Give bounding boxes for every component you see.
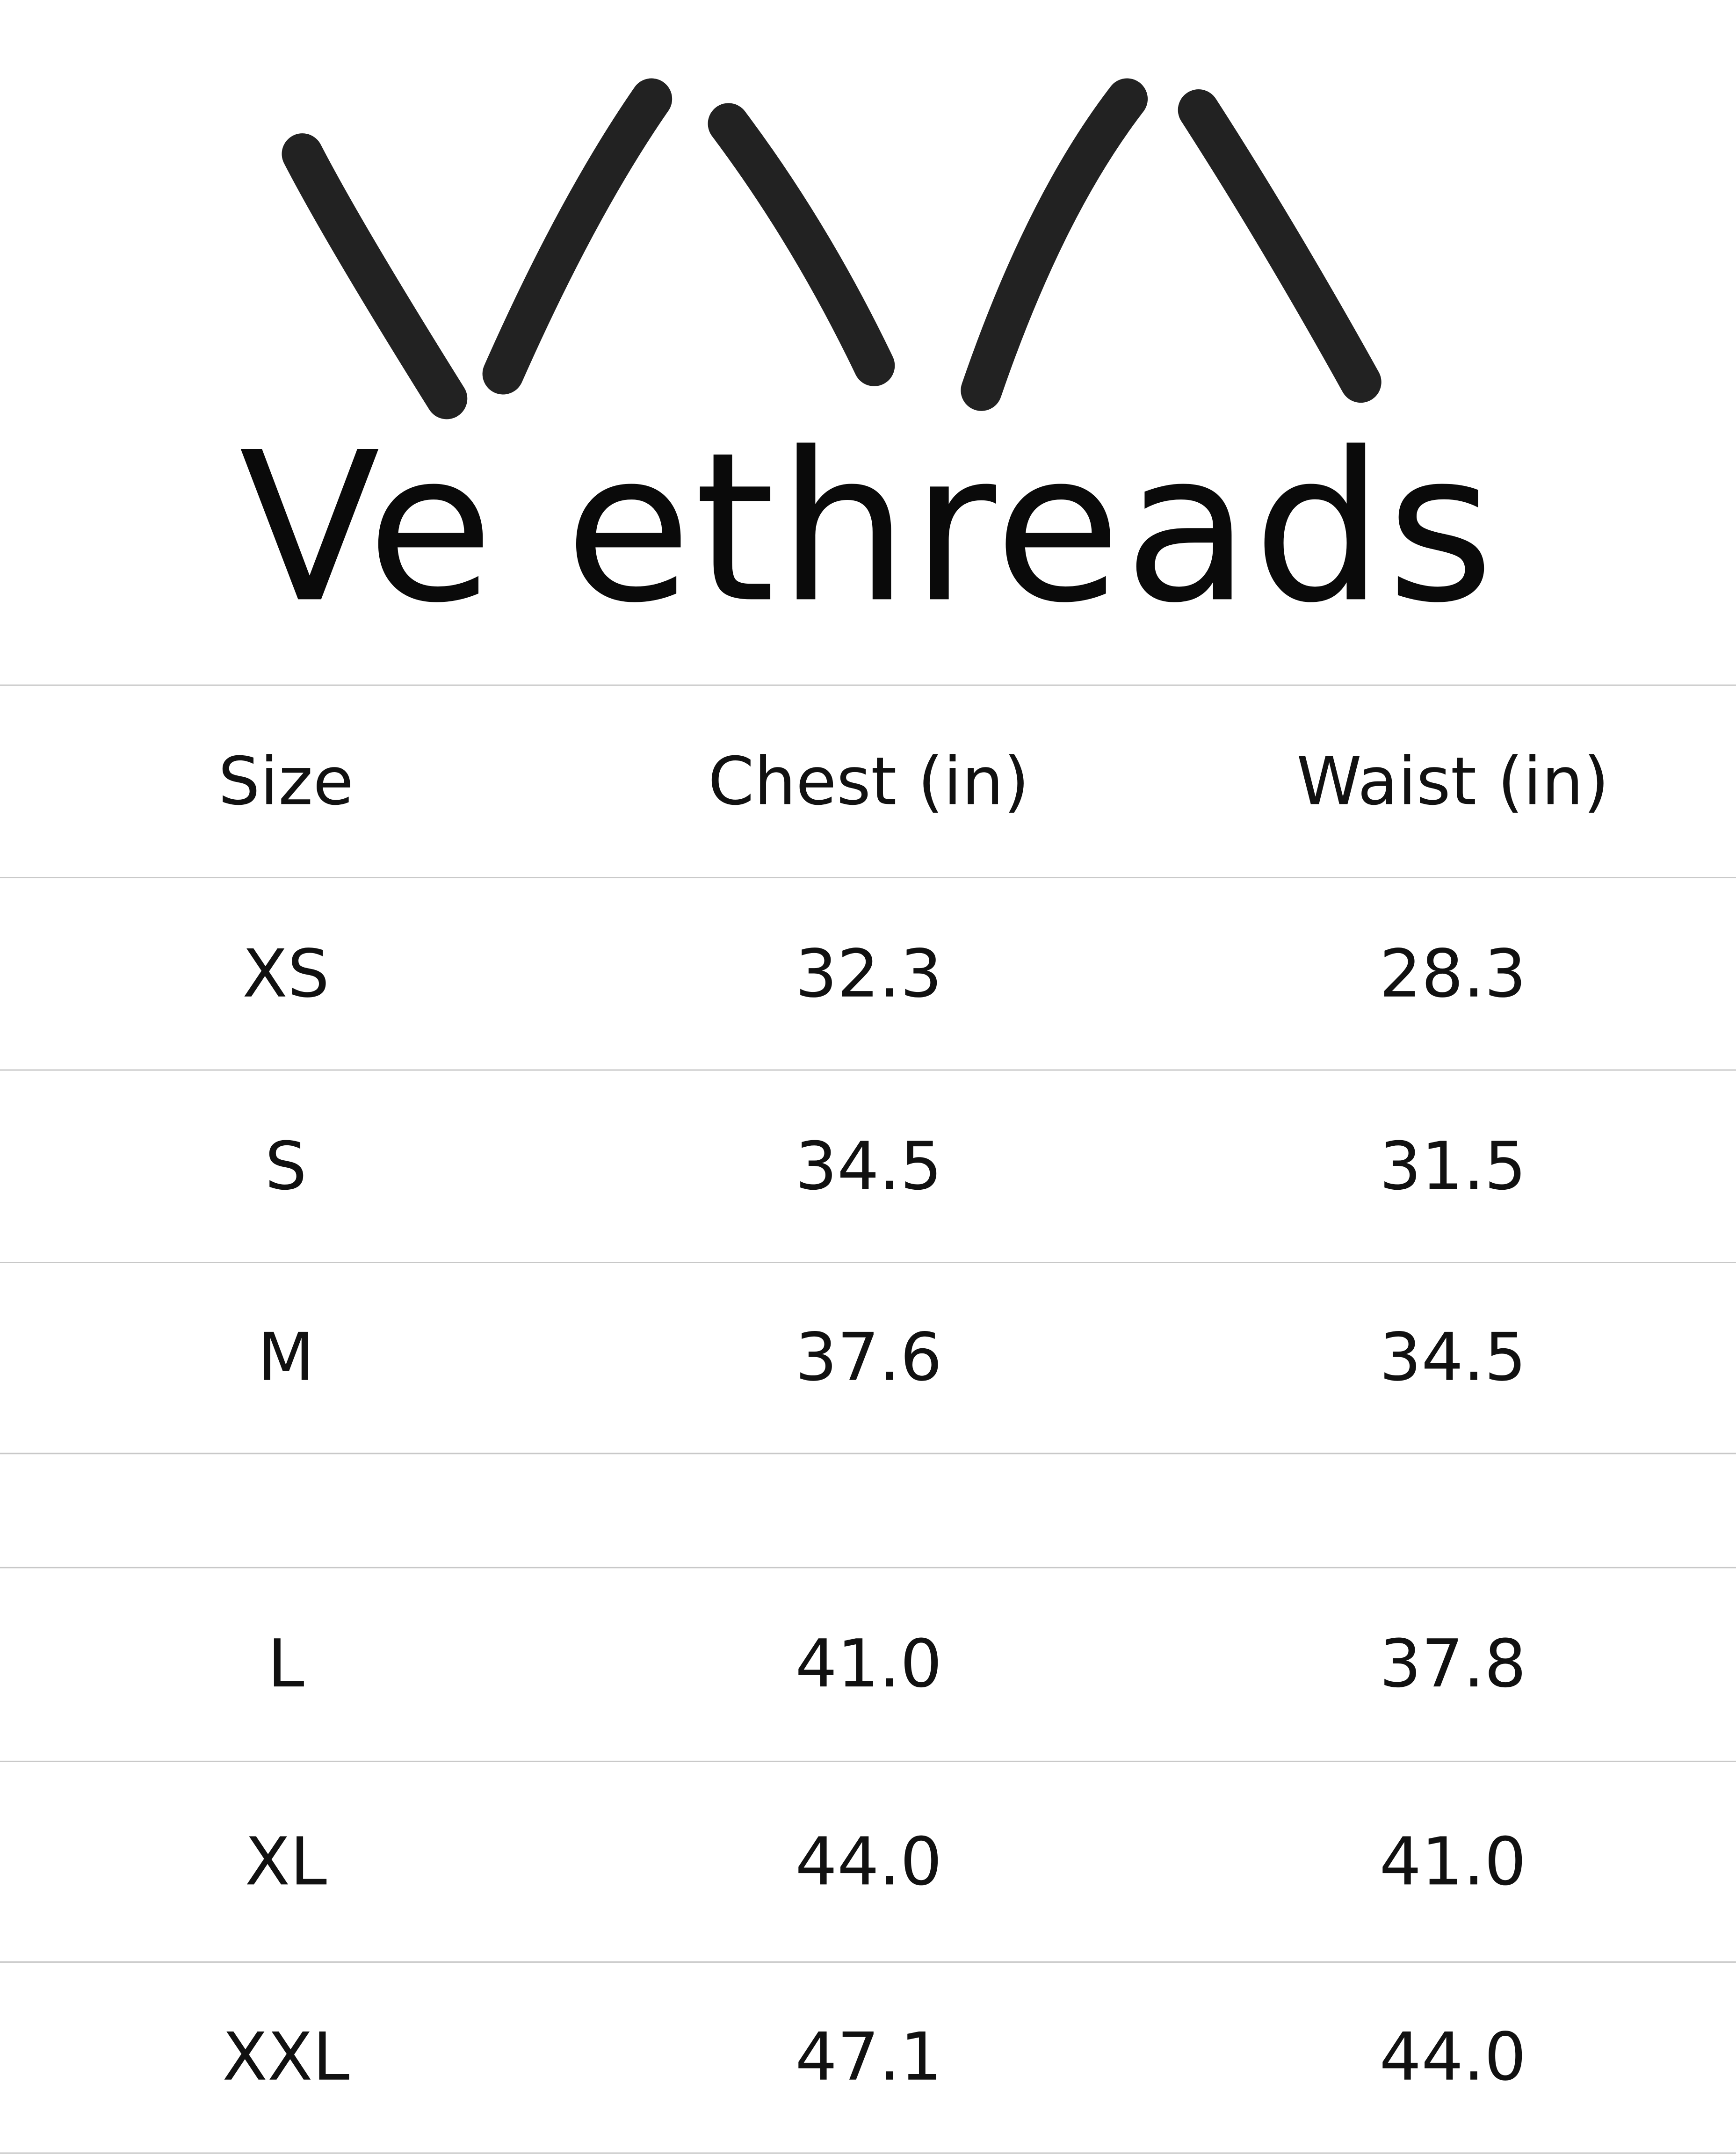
logo-stroke [961, 78, 1148, 411]
chest-cell: 44.0 [795, 1823, 942, 1901]
table-row-empty [0, 1453, 1736, 1567]
chest-cell: 34.5 [795, 1128, 942, 1205]
table-row: XS 32.3 28.3 [0, 877, 1736, 1069]
brand-logo-icon [282, 78, 1382, 419]
chest-cell: 32.3 [795, 935, 942, 1012]
waist-cell: 44.0 [1379, 2019, 1526, 2096]
header-waist: Waist (in) [1296, 743, 1609, 820]
size-cell: M [257, 1319, 315, 1397]
header-chest: Chest (in) [708, 743, 1029, 820]
logo-stroke [708, 103, 895, 386]
brand-name: Ve ethreads [239, 409, 1497, 649]
size-cell: XL [245, 1823, 327, 1901]
table-row: M 37.6 34.5 [0, 1262, 1736, 1453]
chest-cell: 47.1 [795, 2019, 942, 2096]
logo-stroke [282, 133, 468, 419]
table-row: XL 44.0 41.0 [0, 1760, 1736, 1961]
table-row: S 34.5 31.5 [0, 1069, 1736, 1262]
chest-cell: 41.0 [795, 1626, 942, 1703]
size-cell: S [265, 1128, 307, 1205]
waist-cell: 34.5 [1379, 1319, 1526, 1397]
waist-cell: 37.8 [1379, 1626, 1526, 1703]
logo-stroke [482, 78, 673, 395]
table-row: XXL 47.1 44.0 [0, 1961, 1736, 2154]
size-cell: XXL [222, 2019, 350, 2096]
waist-cell: 41.0 [1379, 1823, 1526, 1901]
waist-cell: 31.5 [1379, 1128, 1526, 1205]
waist-cell: 28.3 [1379, 935, 1526, 1012]
size-cell: L [268, 1626, 304, 1703]
size-cell: XS [242, 935, 330, 1012]
chest-cell: 37.6 [795, 1319, 942, 1397]
header-size: Size [218, 743, 354, 820]
table-row: L 41.0 37.8 [0, 1567, 1736, 1760]
logo-stroke [1178, 89, 1382, 403]
table-header-row: Size Chest (in) Waist (in) [0, 684, 1736, 877]
